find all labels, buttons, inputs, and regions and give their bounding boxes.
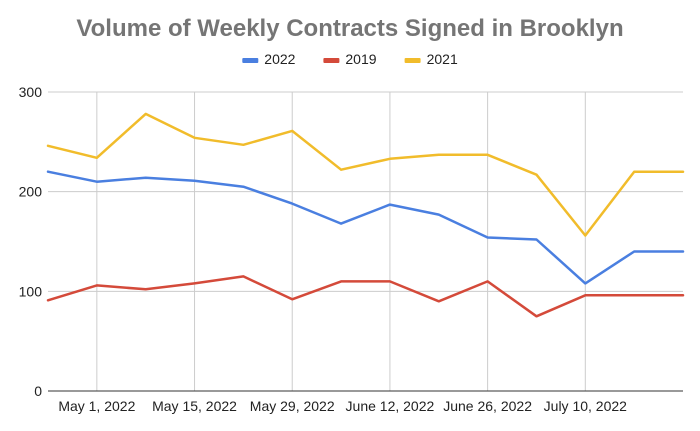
series-lines	[46, 112, 685, 318]
y-tick-label: 300	[19, 84, 43, 100]
legend-swatch	[242, 58, 259, 63]
legend-swatch	[404, 58, 421, 63]
x-tick-label: June 26, 2022	[443, 398, 532, 414]
legend-item-2022: 2022	[242, 51, 296, 67]
legend-label: 2022	[264, 51, 295, 67]
x-tick-label: June 12, 2022	[346, 398, 435, 414]
series-line-2021	[46, 112, 685, 237]
y-tick-label: 100	[19, 283, 43, 299]
x-tick-label: May 1, 2022	[58, 398, 135, 414]
y-tick-label: 200	[19, 184, 43, 200]
x-tick-label: May 15, 2022	[152, 398, 237, 414]
legend-swatch	[323, 58, 340, 63]
y-axis-ticks: 0 100 200 300	[19, 84, 43, 399]
series-line-2022	[46, 170, 685, 285]
legend-label: 2021	[427, 51, 458, 67]
legend-label: 2019	[345, 51, 376, 67]
x-tick-label: May 29, 2022	[250, 398, 335, 414]
series-line-2019	[46, 275, 685, 318]
chart-title: Volume of Weekly Contracts Signed in Bro…	[76, 15, 623, 42]
legend-item-2021: 2021	[404, 51, 458, 67]
vertical-gridlines	[96, 92, 586, 391]
x-axis-ticks: May 1, 2022 May 15, 2022 May 29, 2022 June …	[58, 398, 627, 414]
x-tick-label: July 10, 2022	[544, 398, 627, 414]
y-tick-label: 0	[34, 383, 42, 399]
legend-item-2019: 2019	[323, 51, 377, 67]
legend: 2022 2019 2021	[242, 51, 458, 67]
horizontal-gridlines	[48, 91, 683, 392]
